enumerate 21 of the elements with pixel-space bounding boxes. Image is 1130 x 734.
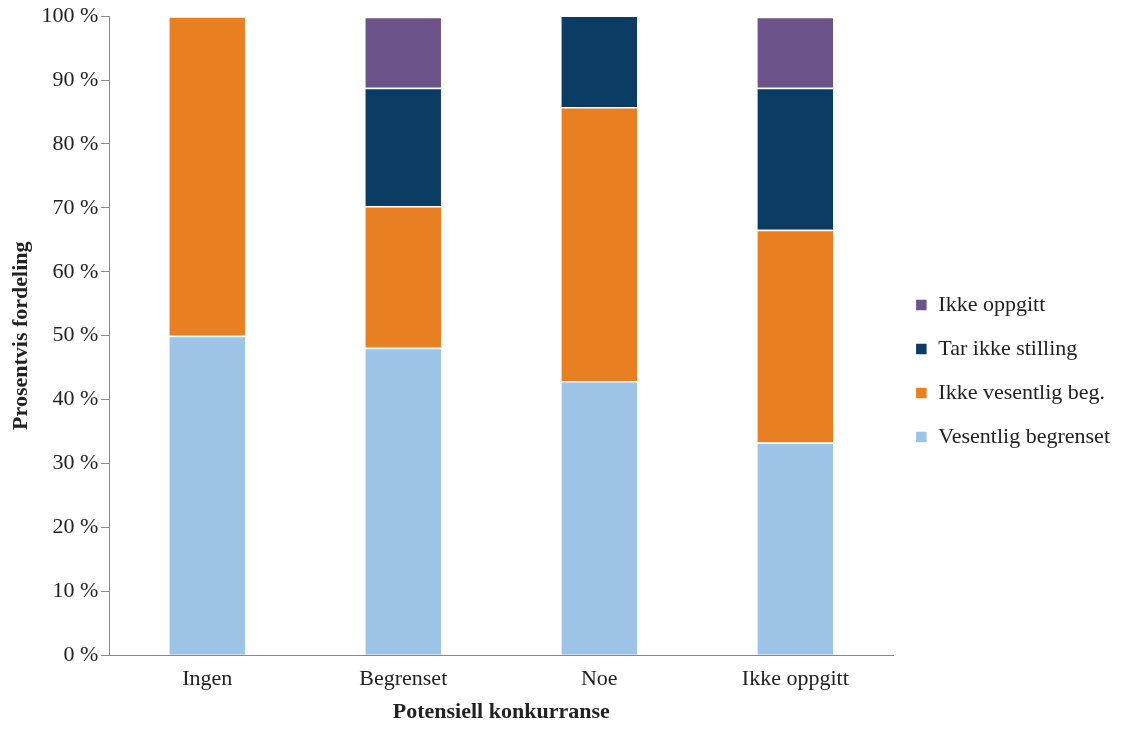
x-axis-title: Potensiell konkurranse [392,698,610,724]
y-tick-label: 20 % [52,513,99,539]
y-tick-label: 10 % [52,577,99,603]
y-tick-label: 90 % [52,65,99,91]
legend-label: Ikke vesentlig beg. [938,378,1106,404]
legend-label: Ikke oppgitt [938,290,1046,316]
x-tick-label: Begrenset [359,665,448,691]
x-tick-label: Noe [580,665,618,691]
y-tick-label: 50 % [52,321,99,347]
y-tick-label: 30 % [52,449,99,475]
y-tick-label: 100 % [41,1,99,27]
x-tick-label: Ingen [182,665,233,691]
y-tick-label: 0 % [63,640,99,666]
y-tick-label: 40 % [52,385,99,411]
legend-label: Tar ikke stilling [938,334,1078,360]
y-tick-label: 70 % [52,193,99,219]
y-tick-label: 80 % [52,129,99,155]
y-tick-label: 60 % [52,257,99,283]
legend-label: Vesentlig begrenset [938,422,1110,448]
x-tick-label: Ikke oppgitt [741,665,849,691]
y-axis-title: Prosentvis fordeling [6,241,32,430]
